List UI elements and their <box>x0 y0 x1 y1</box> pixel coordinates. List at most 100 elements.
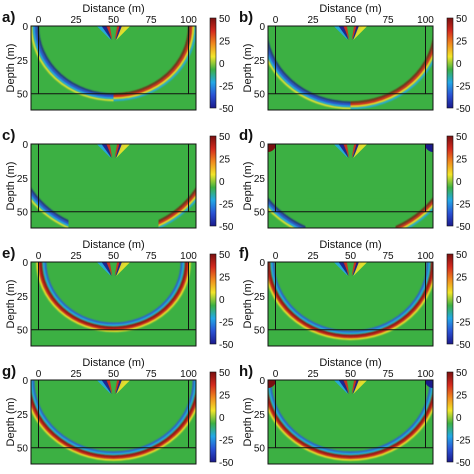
x-tick-label: 75 <box>382 369 394 380</box>
x-tick-label: 100 <box>417 251 434 262</box>
colorbar <box>209 135 217 227</box>
plot-frame <box>30 261 197 347</box>
x-tick-label: 50 <box>345 15 357 26</box>
surface-source <box>333 144 368 158</box>
wavefield-background <box>268 26 433 110</box>
y-axis-label: Depth (m) <box>242 44 254 93</box>
colorbar-tick-label: 50 <box>219 132 231 143</box>
source-lobe <box>338 380 349 394</box>
x-axis-label: Distance (m) <box>82 239 144 251</box>
y-tick-label: 0 <box>22 140 28 151</box>
panel-d: d) Depth (m) 0 25 50 50 25 0 -25 -50 <box>239 127 471 233</box>
colorbar-tick-label: -50 <box>219 458 234 469</box>
wavefront-gap <box>68 198 159 228</box>
colorbar-tick-label: 25 <box>219 391 231 402</box>
colorbar-tick-label: -25 <box>219 436 234 447</box>
wavefront-red-band <box>268 262 433 339</box>
source-lobe <box>101 262 112 276</box>
y-axis-label: Depth (m) <box>242 398 254 447</box>
colorbar-tick-label: -25 <box>456 436 471 447</box>
x-tick-label: 100 <box>180 15 197 26</box>
x-tick-label: 50 <box>345 369 357 380</box>
colorbar-tick-label: 50 <box>456 250 468 261</box>
wavefront-cyan-band <box>268 380 433 455</box>
source-lobe <box>101 380 112 394</box>
plot-frame <box>267 25 434 111</box>
x-tick-label: 50 <box>345 251 357 262</box>
colorbar-tick-label: 50 <box>219 14 231 25</box>
panel-h: h) Distance (m) 0 25 50 75 100 Depth (m) 0 25 50 50… <box>239 357 471 469</box>
panel-f: f) Distance (m) 0 25 50 75 100 Depth (m) 0 25 50 50… <box>239 239 471 351</box>
wavefront-dark-band <box>31 392 196 458</box>
y-tick-label: 0 <box>259 376 265 387</box>
wavefield <box>36 262 191 332</box>
colorbar-tick-label: 25 <box>219 37 231 48</box>
x-tick-label: 25 <box>307 369 319 380</box>
y-tick-label: 50 <box>254 444 266 455</box>
surface-source <box>96 380 131 394</box>
x-tick-label: 50 <box>108 369 120 380</box>
colorbar-tick-label: 25 <box>219 155 231 166</box>
wavefront-cyan-band <box>31 380 196 455</box>
panel-label: a) <box>2 9 15 26</box>
y-tick-label: 25 <box>17 292 29 303</box>
plot-frame <box>267 379 434 465</box>
source-lobe <box>353 262 368 276</box>
plot-frame <box>30 143 197 229</box>
wavefield <box>268 26 433 110</box>
source-lobe <box>343 380 350 394</box>
panel-a: a) Distance (m) 0 25 50 75 100 Depth (m) 0 25 50 50… <box>2 3 234 115</box>
wavefront-dark-band <box>268 262 433 337</box>
corner-source-right <box>425 144 433 152</box>
x-tick-label: 0 <box>36 369 42 380</box>
y-axis-label: Depth (m) <box>5 162 17 211</box>
y-axis-label: Depth (m) <box>5 280 17 329</box>
source-lobe <box>353 380 368 394</box>
y-tick-label: 0 <box>259 22 265 33</box>
wavefront-cyan-band <box>42 262 185 327</box>
source-lobe <box>343 26 350 40</box>
colorbar <box>209 253 217 345</box>
y-tick-label: 50 <box>17 444 29 455</box>
source-lobe <box>101 26 112 40</box>
y-tick-label: 0 <box>22 376 28 387</box>
wavefield-background <box>31 380 196 464</box>
source-lobe <box>338 144 349 158</box>
x-tick-label: 0 <box>36 15 42 26</box>
x-axis-label: Distance (m) <box>319 239 381 251</box>
x-tick-label: 0 <box>273 15 279 26</box>
y-axis-label: Depth (m) <box>5 398 17 447</box>
colorbar-tick-label: 25 <box>456 155 468 166</box>
x-tick-label: 75 <box>145 369 157 380</box>
colorbar-tick-label: 0 <box>456 59 462 70</box>
colorbar-tick-label: -50 <box>456 104 471 115</box>
colorbar-tick-label: 25 <box>219 273 231 284</box>
source-lobe <box>106 380 113 394</box>
surface-source <box>333 262 368 276</box>
surface-source <box>96 26 131 40</box>
x-tick-label: 0 <box>273 369 279 380</box>
colorbar-tick-label: 0 <box>219 413 225 424</box>
y-tick-label: 0 <box>259 258 265 269</box>
x-tick-label: 50 <box>108 251 120 262</box>
colorbar-tick-label: -25 <box>456 200 471 211</box>
source-lobe <box>116 144 131 158</box>
wavefront-yellow-band <box>36 262 191 332</box>
colorbar-tick-label: 50 <box>456 14 468 25</box>
y-tick-label: 50 <box>17 90 29 101</box>
corner-source-left <box>268 144 276 152</box>
panel-label: h) <box>239 363 253 380</box>
x-tick-label: 75 <box>145 251 157 262</box>
y-tick-label: 50 <box>254 208 266 219</box>
source-lobe <box>343 262 350 276</box>
x-tick-label: 25 <box>70 369 82 380</box>
source-lobe <box>343 144 350 158</box>
colorbar-tick-label: -50 <box>456 222 471 233</box>
source-lobe <box>338 262 349 276</box>
wavefront-dark-band <box>268 392 433 458</box>
wavefront-red-band <box>268 392 433 459</box>
x-tick-label: 75 <box>145 15 157 26</box>
panel-label: d) <box>239 127 253 144</box>
colorbar-tick-label: -50 <box>219 340 234 351</box>
y-tick-label: 50 <box>254 90 266 101</box>
